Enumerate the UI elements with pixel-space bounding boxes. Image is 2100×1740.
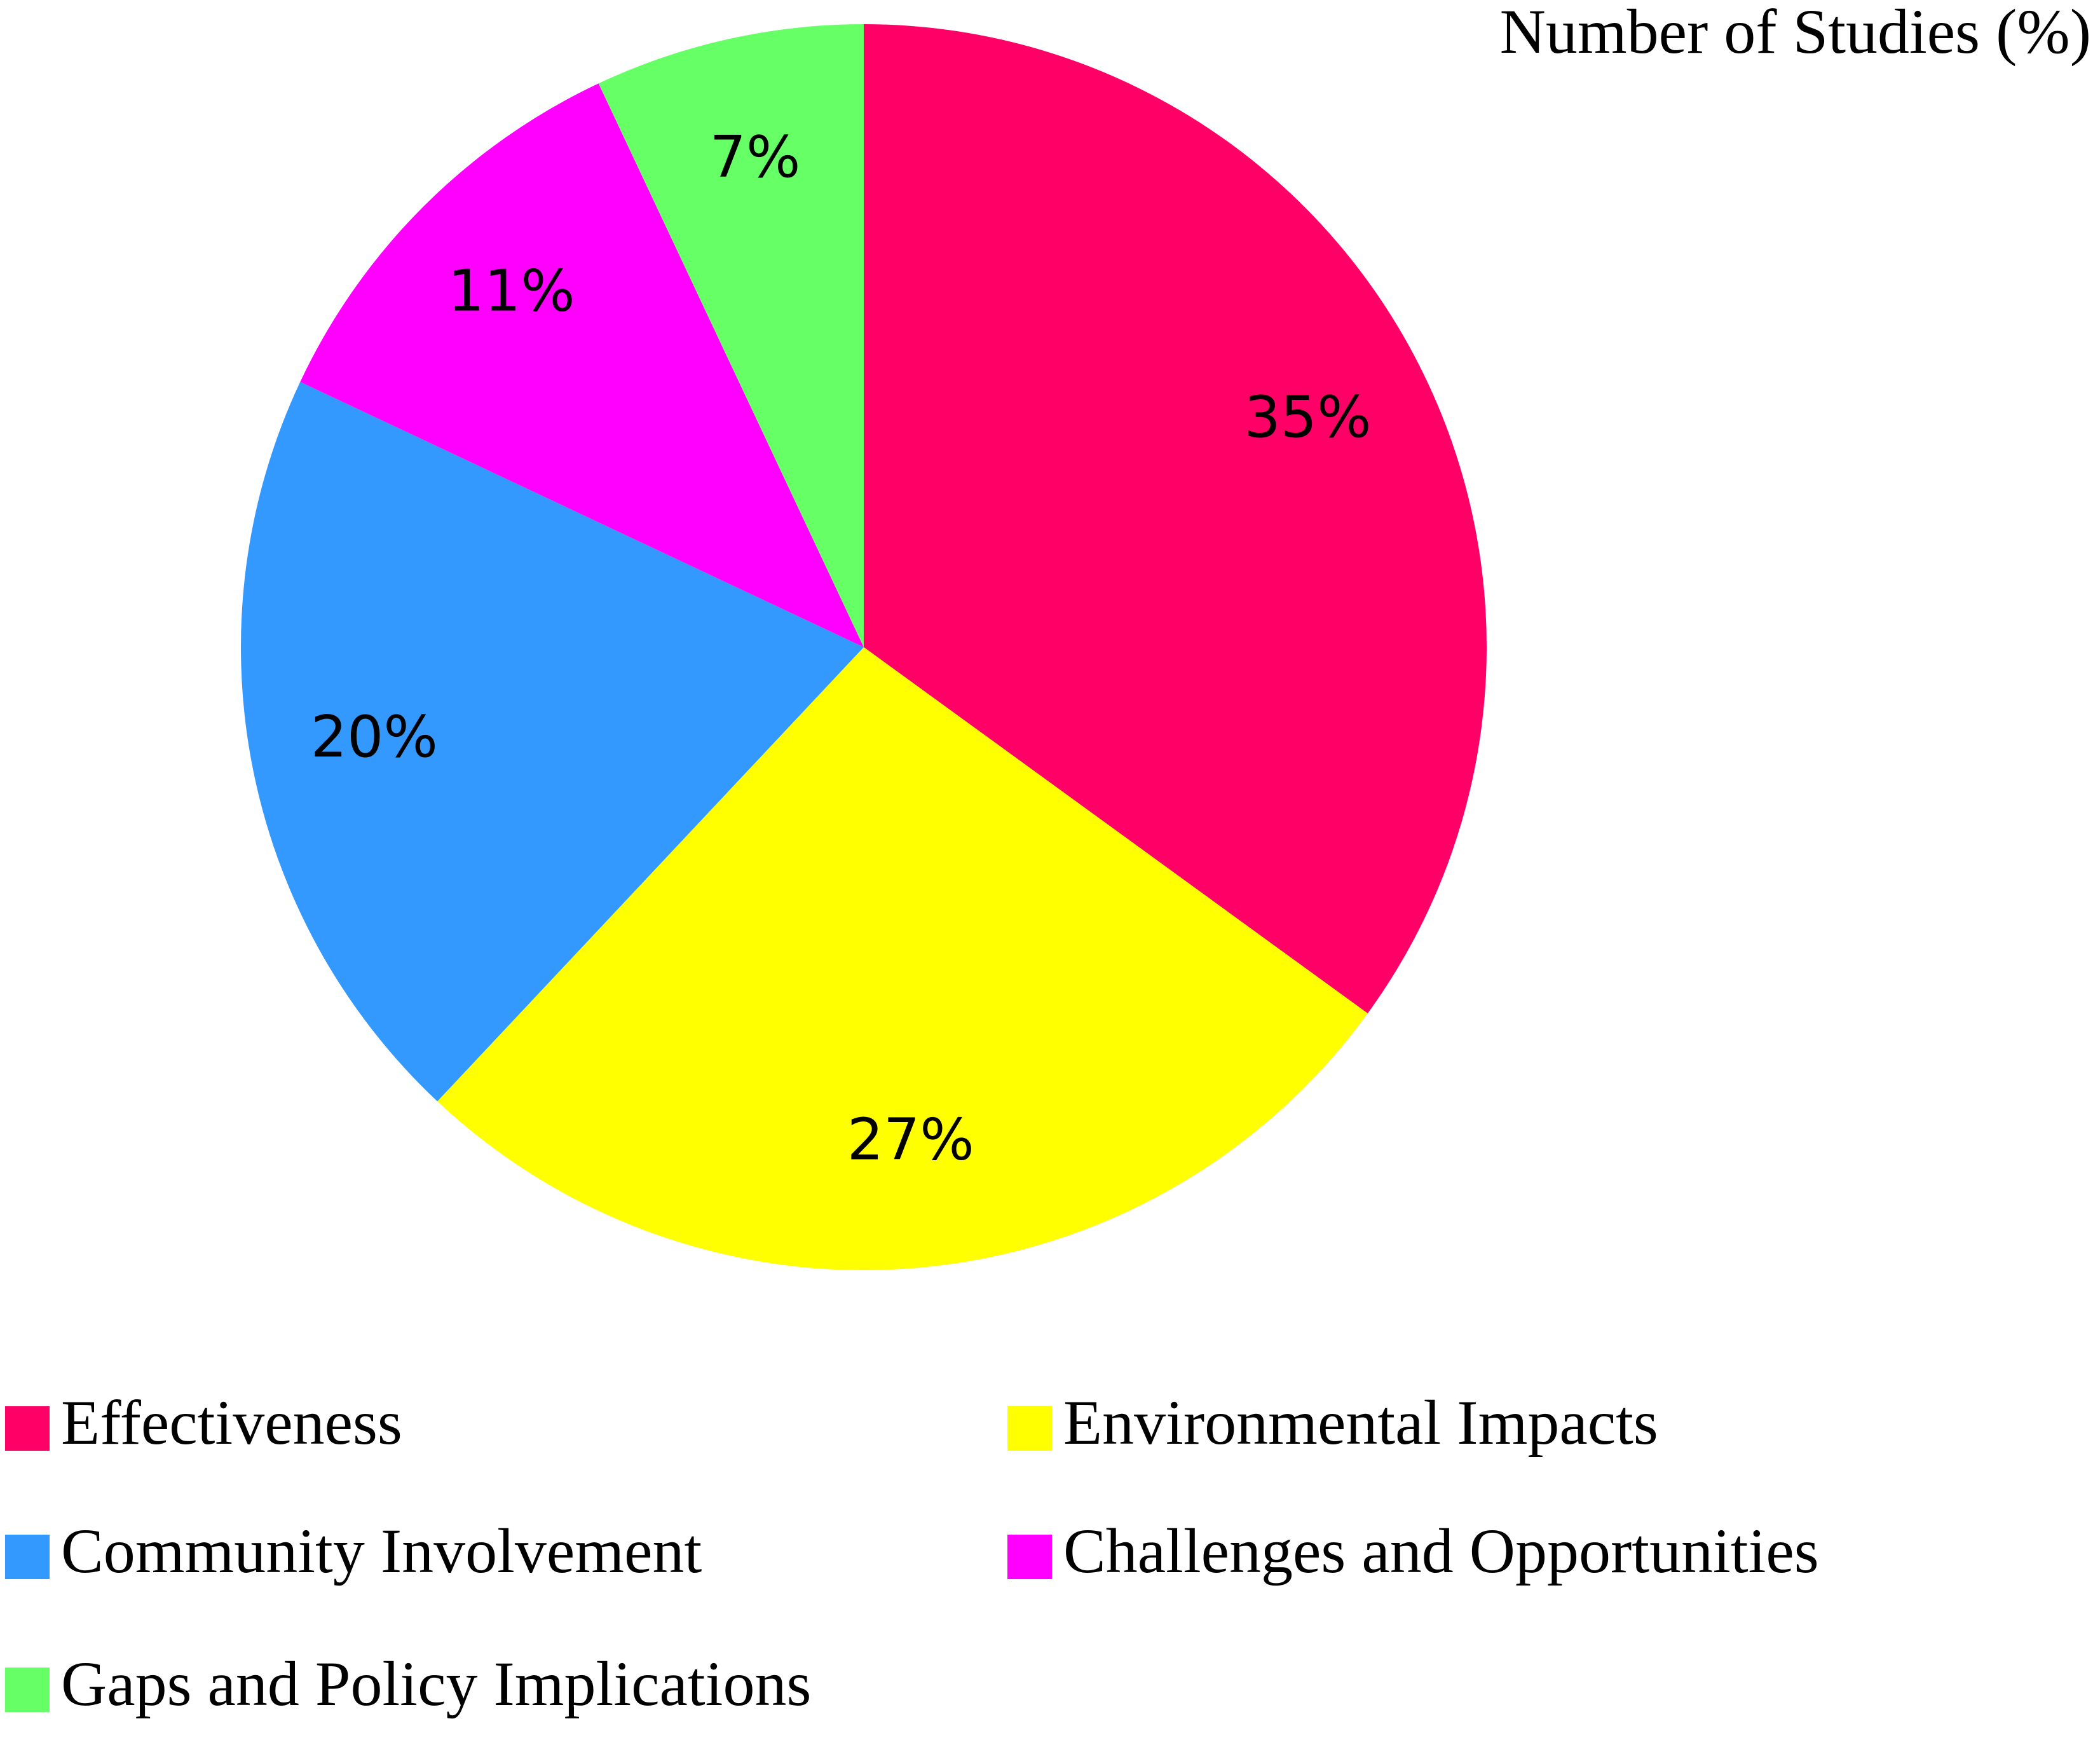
legend-swatch: [1007, 1406, 1052, 1451]
legend-swatch: [5, 1668, 50, 1712]
pie-slice: [241, 381, 864, 1102]
legend-swatch: [1007, 1535, 1052, 1579]
pie-slice: [864, 24, 1487, 1014]
pie-slice: [437, 647, 1368, 1270]
legend-swatch: [5, 1535, 50, 1579]
data-label: 11%: [448, 258, 575, 325]
legend-label: Community Involvement: [61, 1516, 702, 1586]
data-label: 7%: [710, 124, 801, 191]
legend-label: Gaps and Policy Implications: [61, 1648, 811, 1719]
legend-label: Environmental Impacts: [1063, 1387, 1658, 1458]
legend-label: Effectiveness: [61, 1387, 402, 1458]
pie-slice: [598, 24, 864, 647]
chart-title: Number of Studies (%): [1500, 0, 2091, 67]
data-label: 20%: [311, 704, 438, 771]
legend-swatch: [5, 1406, 50, 1451]
data-label: 27%: [847, 1106, 974, 1173]
legend-label: Challenges and Opportunities: [1063, 1516, 1819, 1586]
pie-slice: [300, 83, 864, 648]
data-label: 35%: [1244, 384, 1372, 451]
